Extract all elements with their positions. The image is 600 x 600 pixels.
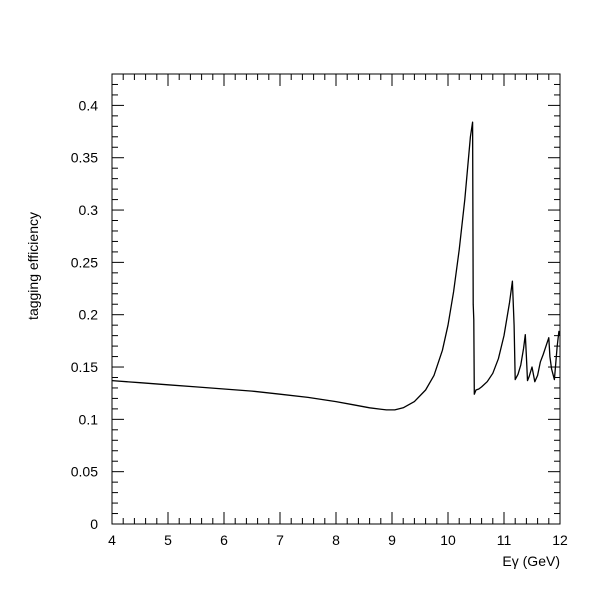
y-tick-label: 0.1 <box>79 411 99 427</box>
series-group <box>111 121 561 411</box>
y-tick-label: 0 <box>90 516 98 532</box>
y-axis-label: tagging efficiency <box>25 212 41 320</box>
y-tick-label: 0.25 <box>71 254 98 270</box>
x-tick-label: 7 <box>276 532 284 548</box>
x-axis-label: Eγ (GeV) <box>502 553 560 569</box>
plot-frame <box>111 73 561 525</box>
y-tick-label: 0.15 <box>71 359 98 375</box>
y-tick-label: 0.35 <box>71 150 98 166</box>
y-tick-label: 0.2 <box>79 307 99 323</box>
y-axis-tick-labels: 0 0.05 0.1 0.15 0.2 0.25 0.3 0.35 0.4 <box>71 97 98 532</box>
series-line <box>111 121 561 411</box>
x-tick-label: 4 <box>108 532 116 548</box>
y-axis-ticks <box>112 73 560 525</box>
x-tick-label: 12 <box>552 532 568 548</box>
x-axis-tick-labels: 4 5 6 7 8 9 10 11 12 <box>108 532 568 548</box>
x-tick-label: 5 <box>164 532 172 548</box>
x-tick-label: 9 <box>388 532 396 548</box>
y-tick-label: 0.3 <box>79 202 99 218</box>
x-tick-label: 11 <box>497 532 512 548</box>
x-axis-ticks <box>111 74 561 524</box>
x-tick-label: 10 <box>440 532 456 548</box>
x-tick-label: 8 <box>332 532 340 548</box>
y-tick-label: 0.05 <box>71 464 98 480</box>
x-tick-label: 6 <box>220 532 228 548</box>
y-tick-label: 0.4 <box>79 97 99 113</box>
